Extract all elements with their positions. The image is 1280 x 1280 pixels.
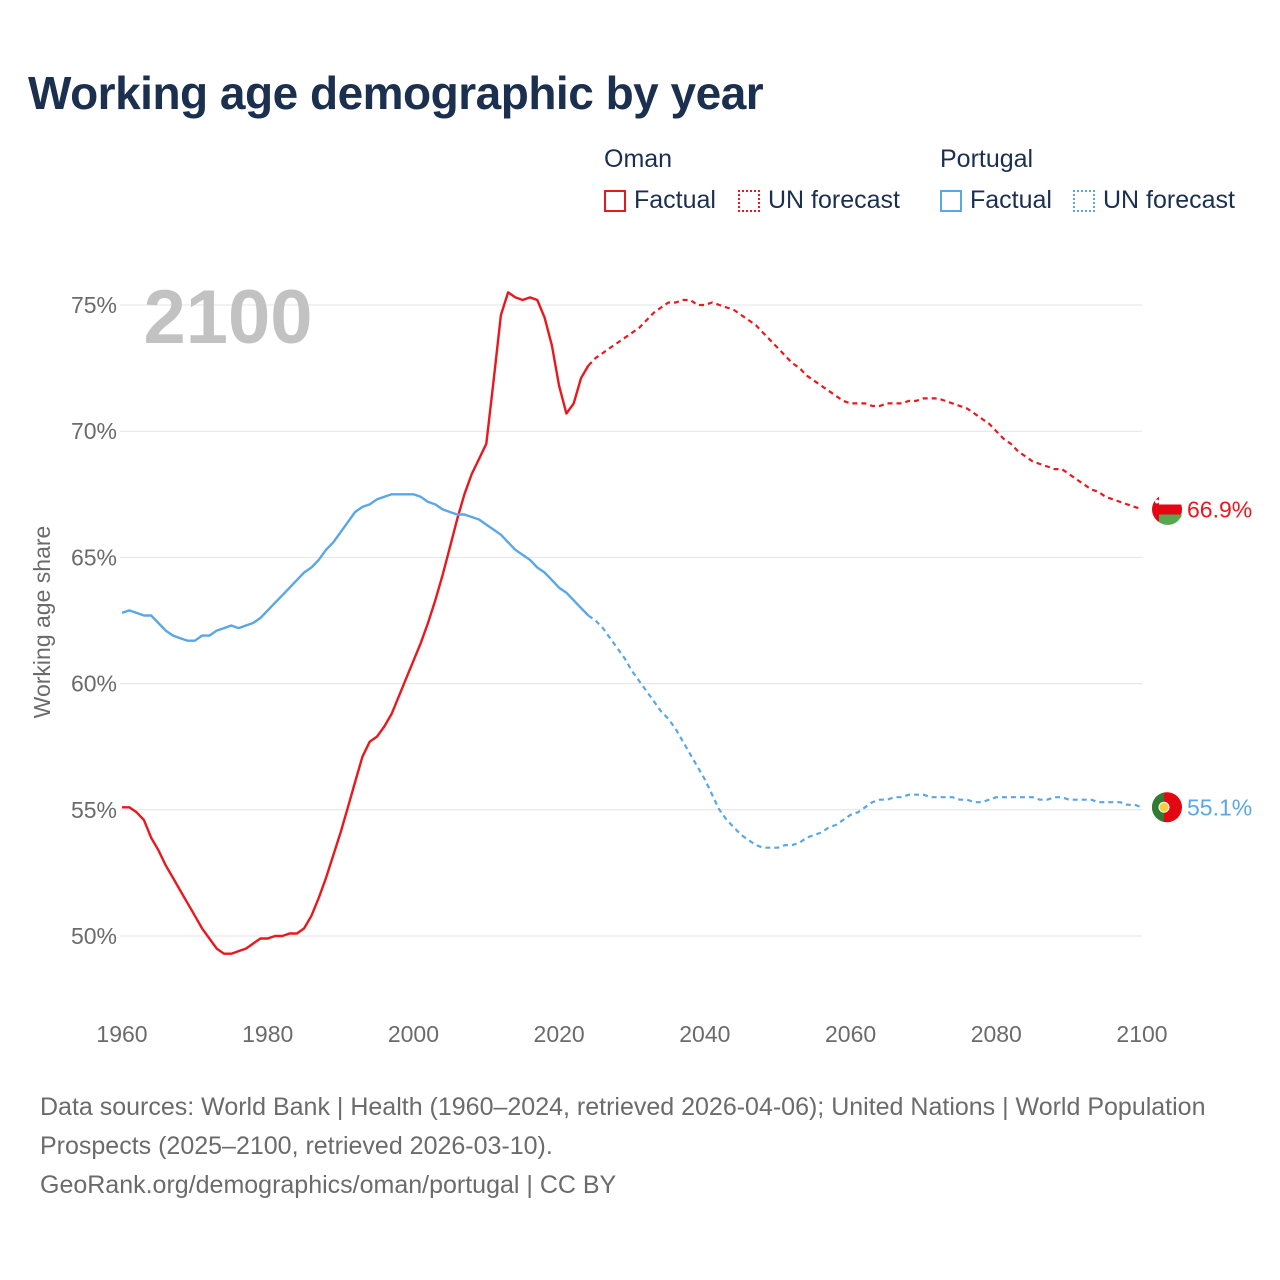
flag-emblem <box>1158 801 1170 813</box>
end-value-label-portugal: 55.1% <box>1187 794 1252 820</box>
end-markers: 66.9% 55.1% <box>1151 493 1252 823</box>
x-tick-label: 1960 <box>96 1021 147 1047</box>
series-line-oman-forecast <box>587 298 1143 511</box>
series-lines <box>121 291 1143 955</box>
y-tick-label: 65% <box>71 544 117 570</box>
data-sources: Data sources: World Bank | Health (1960–… <box>40 1093 1206 1160</box>
legend-group-oman: Oman <box>604 145 673 173</box>
y-tick-label: 70% <box>71 418 117 444</box>
flag-white-band <box>1159 493 1182 505</box>
legend-swatch-dotted-icon <box>738 189 760 212</box>
x-tick-label: 2080 <box>971 1021 1022 1047</box>
series-line-portugal-forecast <box>587 614 1143 849</box>
legend-swatch-dotted-icon <box>1073 189 1095 212</box>
y-axis-title: Working age share <box>29 526 55 719</box>
legend-item-portugal-forecast[interactable]: UN forecast <box>1073 186 1235 215</box>
y-tick-label: 50% <box>71 923 117 949</box>
y-tick-label: 60% <box>71 671 117 697</box>
x-tick-label: 1980 <box>242 1021 293 1047</box>
y-axis-labels: 50% 55% 60% 65% 70% 75% <box>71 292 117 949</box>
x-tick-label: 2060 <box>825 1021 876 1047</box>
legend-label: Factual <box>634 186 716 214</box>
series-line-portugal-factual <box>121 493 590 642</box>
legend-label: UN forecast <box>768 186 900 214</box>
y-tick-label: 75% <box>71 292 117 318</box>
flag-green-band <box>1159 514 1182 525</box>
series-line-oman-factual <box>122 291 590 955</box>
oman-flag-icon <box>1152 493 1182 525</box>
footer: Data sources: World Bank | Health (1960–… <box>40 1088 1240 1205</box>
legend-item-oman-forecast[interactable]: UN forecast <box>738 186 900 215</box>
credit-link[interactable]: GeoRank.org/demographics/oman/portugal |… <box>40 1171 617 1199</box>
x-tick-label: 2020 <box>534 1021 585 1047</box>
x-tick-label: 2000 <box>388 1021 439 1047</box>
y-tick-label: 55% <box>71 797 117 823</box>
x-axis-labels: 1960 1980 2000 2020 2040 2060 2080 2100 <box>96 1021 1167 1047</box>
legend-swatch-solid-icon <box>604 189 626 212</box>
x-tick-label: 2040 <box>679 1021 730 1047</box>
chart-title: Working age demographic by year <box>28 67 764 119</box>
end-value-label-oman: 66.9% <box>1187 496 1252 522</box>
x-tick-label: 2100 <box>1116 1021 1167 1047</box>
legend-item-oman-factual[interactable]: Factual <box>604 186 716 215</box>
grid-lines <box>120 304 1142 937</box>
flag-green-half <box>1151 792 1164 822</box>
flag-emblem <box>1155 499 1159 504</box>
year-watermark: 2100 <box>143 275 312 360</box>
legend-group-portugal: Portugal <box>940 145 1034 173</box>
legend-label: UN forecast <box>1103 186 1235 214</box>
legend-label: Factual <box>970 186 1052 214</box>
portugal-flag-icon <box>1151 792 1182 823</box>
legend-swatch-solid-icon <box>940 189 962 212</box>
legend-item-portugal-factual[interactable]: Factual <box>940 186 1052 215</box>
